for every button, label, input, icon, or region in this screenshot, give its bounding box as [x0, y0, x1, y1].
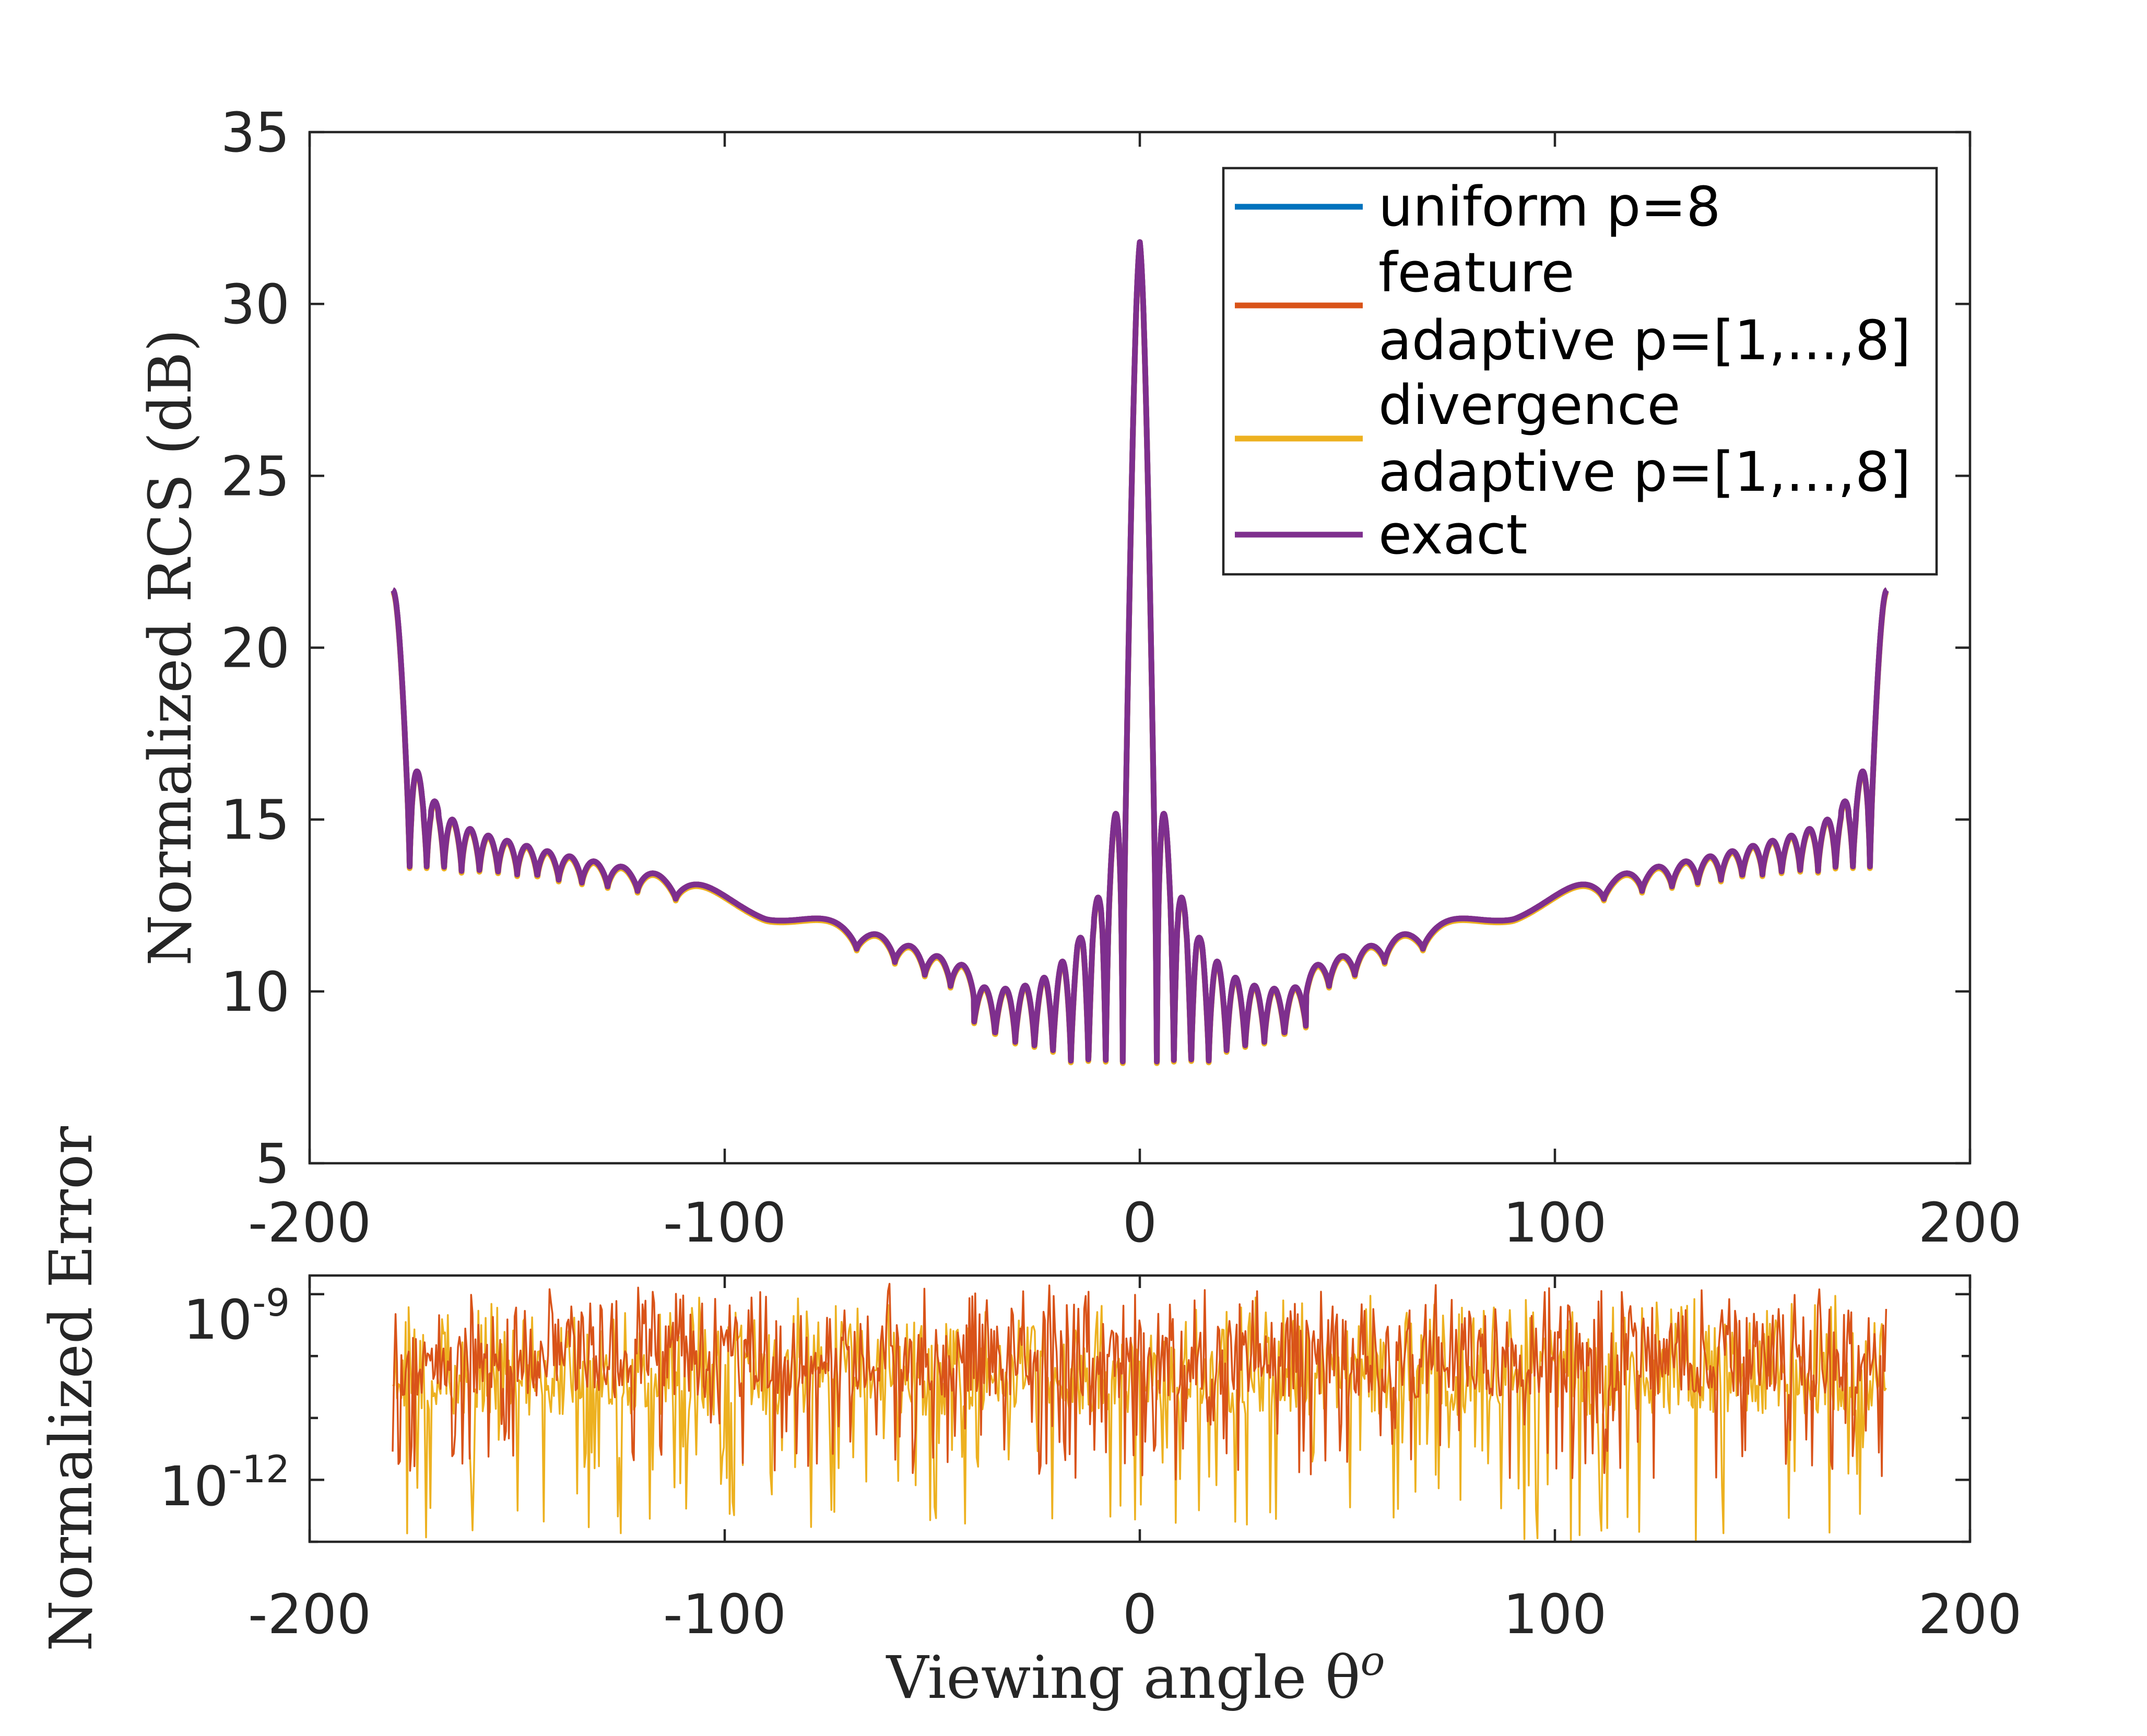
legend-box [1222, 167, 1938, 576]
legend-label-divergence-line2: adaptive p=[1,...,8] [1378, 440, 1911, 504]
series-line-exact [390, 239, 1890, 1065]
main-y-axis-label: Normalized RCS (dB) [137, 329, 205, 966]
main-plot-panel: -200 -100 0 100 200 5 10 15 20 25 30 35 Normalized… [137, 101, 2022, 1255]
error-y-axis-label: Normalized Error [38, 1126, 105, 1651]
legend-label-divergence-line1: divergence [1378, 373, 1680, 437]
error-ytick-base-1e-12: 10 [159, 1455, 228, 1518]
error-x-axis-label-text: Viewing angle θ [886, 1644, 1361, 1712]
error-ytick-base-1e-9: 10 [183, 1288, 252, 1352]
main-ytick-label: 20 [221, 617, 290, 680]
main-xtick-label: 100 [1503, 1191, 1607, 1255]
error-ytick-label-1e-12: 10-12 [159, 1447, 290, 1518]
error-ticks [308, 1276, 1972, 1543]
error-xtick-label: 200 [1918, 1583, 2022, 1646]
main-ytick-label: 5 [255, 1132, 290, 1196]
main-curves [390, 239, 1890, 1066]
main-xtick-label: 200 [1918, 1191, 2022, 1255]
main-ytick-label: 25 [221, 444, 290, 508]
main-xtick-label: -200 [248, 1191, 371, 1255]
error-curves [392, 1283, 1888, 1543]
main-xtick-label: -100 [663, 1191, 786, 1255]
legend: uniform p=8 feature adaptive p=[1,...,8]… [1222, 167, 1938, 576]
error-ytick-exp-1e-12: -12 [228, 1447, 290, 1491]
error-xtick-label: -200 [248, 1583, 371, 1646]
main-ytick-label: 35 [221, 101, 290, 164]
main-ticks [308, 131, 1972, 1165]
error-xtick-label: -100 [663, 1583, 786, 1646]
error-series-feature [392, 1283, 1888, 1481]
error-ytick-exp-1e-9: -9 [252, 1281, 290, 1325]
error-plot-panel: -200 -100 0 100 200 10-9 10-12 Normalized Er… [38, 1126, 2022, 1712]
legend-label-exact: exact [1378, 503, 1527, 566]
main-ytick-labels: 5 10 15 20 25 30 35 [221, 101, 290, 1196]
legend-label-feature-line1: feature [1378, 241, 1574, 304]
main-ytick-label: 30 [221, 273, 290, 336]
main-ytick-label: 15 [221, 788, 290, 852]
legend-label-uniform: uniform p=8 [1378, 175, 1721, 239]
main-xtick-labels: -200 -100 0 100 200 [248, 1191, 2022, 1255]
error-xtick-label: 100 [1503, 1583, 1607, 1646]
error-xtick-labels: -200 -100 0 100 200 [248, 1583, 2022, 1646]
error-ytick-label-1e-9: 10-9 [183, 1281, 290, 1352]
main-xtick-label: 0 [1123, 1191, 1157, 1255]
legend-label-feature-line2: adaptive p=[1,...,8] [1378, 309, 1911, 372]
error-xtick-label: 0 [1123, 1583, 1157, 1646]
error-x-axis-label: Viewing angle θo [886, 1638, 1385, 1712]
main-ytick-label: 10 [221, 960, 290, 1024]
error-x-axis-label-superscript: o [1360, 1638, 1385, 1685]
